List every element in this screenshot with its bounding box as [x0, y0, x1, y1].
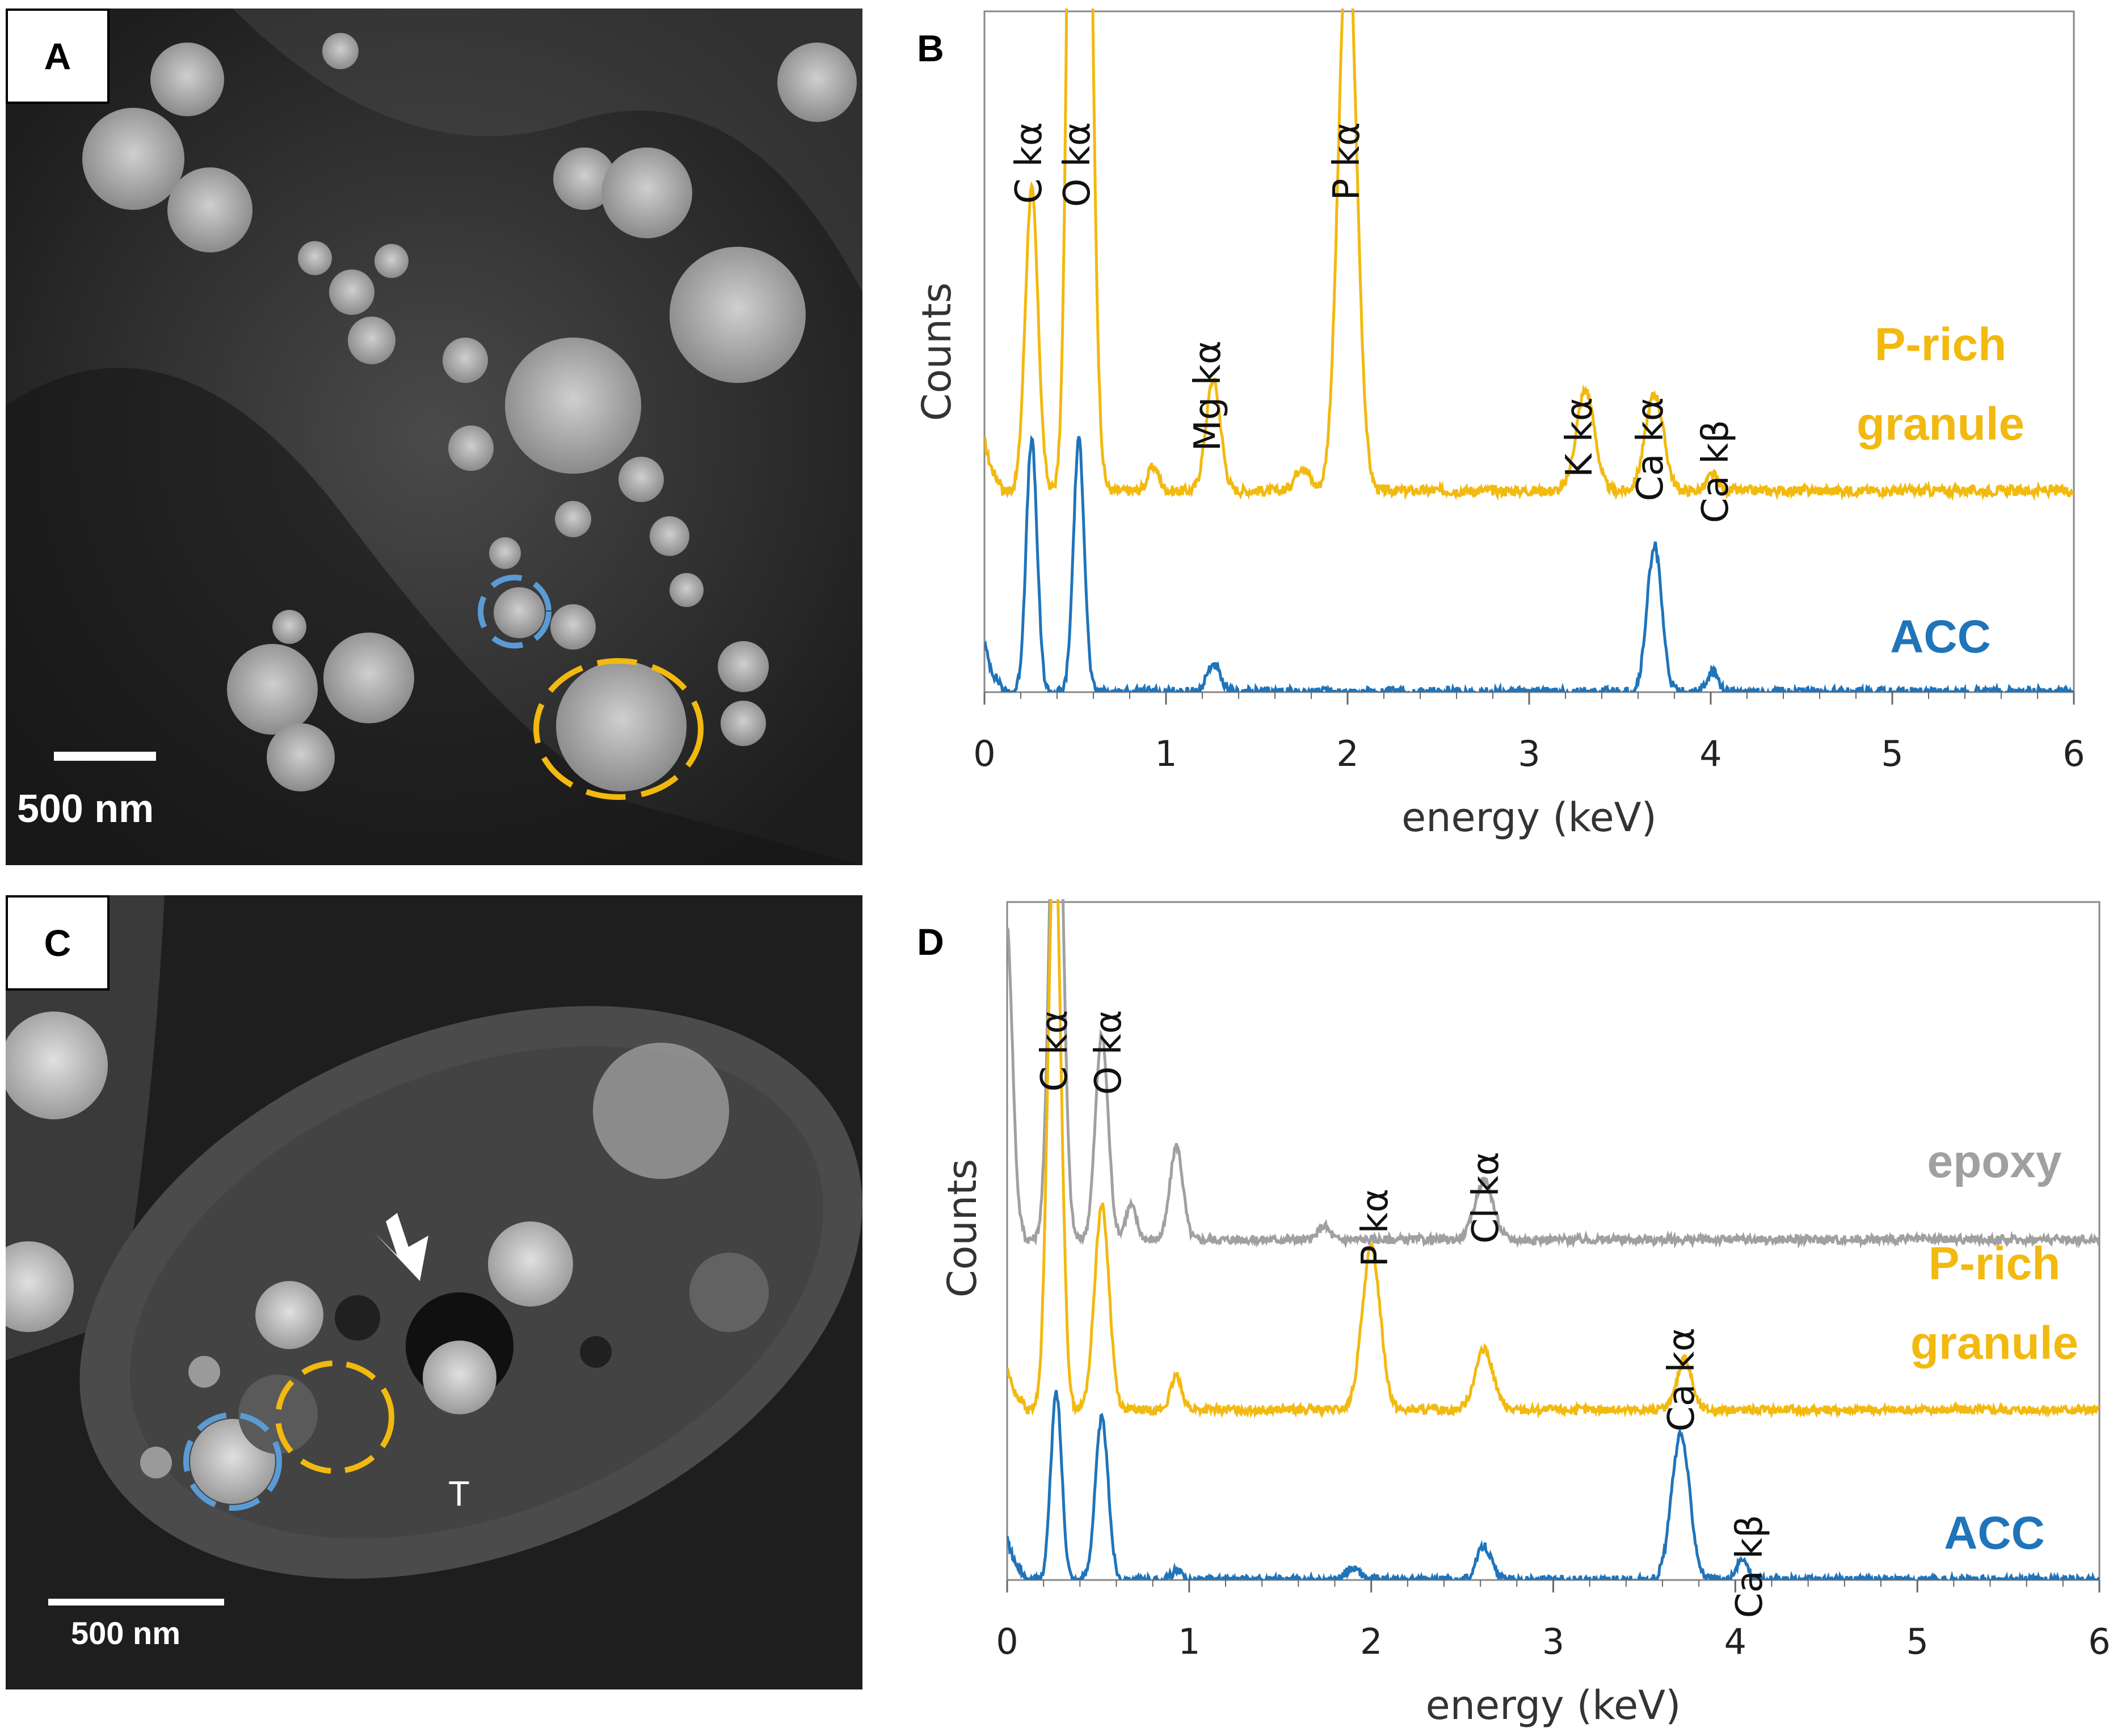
x-tick-label: 6 [2088, 1621, 2110, 1662]
peak-annotation: Ca kβ [1695, 420, 1737, 523]
peak-annotation: Mg kα [1187, 340, 1229, 451]
panel-letter-d: D [894, 902, 967, 981]
peak-annotation: C kα [1008, 122, 1050, 204]
micrograph-c-graphic [6, 895, 862, 1689]
chart-panel-b: 0 1 2 3 4 5 6 energy (keV) Counts P-rich granule AC… [914, 9, 2085, 841]
y-axis-label: Counts [939, 1159, 986, 1297]
y-axis-label: Counts [914, 283, 960, 421]
acc-circle-a [478, 575, 552, 648]
micrograph-a-graphic [6, 9, 862, 865]
x-tick-label: 3 [1542, 1621, 1564, 1662]
x-tick-label: 0 [996, 1621, 1018, 1662]
micrograph-c: 500 nm T [6, 895, 862, 1689]
spectrum-line-p-rich-granule [984, 9, 2074, 502]
legend-label: P-rich [1875, 319, 2006, 370]
x-tick-label: 0 [973, 733, 995, 774]
legend-label: granule [1857, 398, 2024, 450]
spectrum-line-acc [984, 435, 2074, 692]
scalebar-a [54, 752, 156, 761]
peak-annotation: Ca kα [1661, 1328, 1703, 1432]
peak-annotation: C kα [1034, 1010, 1076, 1092]
x-tick-label: 2 [1360, 1621, 1382, 1662]
peak-annotation: Cl kα [1465, 1152, 1507, 1244]
legend-label: epoxy [1927, 1136, 2062, 1187]
chart-panel-d: 0 1 2 3 4 5 6 energy (keV) Counts epoxy P-rich gran… [939, 899, 2111, 1729]
x-tick-label: 1 [1178, 1621, 1200, 1662]
spectrum-line-acc [1007, 1390, 2099, 1580]
micrograph-a: 500 nm [6, 9, 862, 865]
p-rich-circle-a [533, 658, 704, 800]
legend-label: granule [1910, 1317, 2078, 1369]
spectrum-line-p-rich-granule [1007, 899, 2099, 1419]
x-axis-label: energy (keV) [1426, 1682, 1681, 1729]
panel-letter-b: B [894, 9, 967, 88]
legend-label: ACC [1890, 611, 1991, 663]
spectrum-line-epoxy [1007, 899, 2099, 1249]
scalebar-label-a: 500 nm [17, 786, 154, 831]
scalebar-label-c: 500 nm [71, 1615, 180, 1651]
x-tick-label: 3 [1518, 733, 1540, 774]
x-tick-label: 2 [1336, 733, 1358, 774]
x-tick-label: 4 [1699, 733, 1721, 774]
x-tick-label: 5 [1881, 733, 1903, 774]
peak-annotation: Ca kα [1630, 397, 1672, 502]
legend-label: ACC [1944, 1507, 2045, 1559]
particles-a [82, 33, 857, 791]
scalebar-c [48, 1599, 224, 1606]
x-tick-label: 1 [1155, 733, 1177, 774]
peak-annotation: P kα [1354, 1189, 1396, 1267]
legend-label: P-rich [1929, 1238, 2060, 1290]
peak-annotation: P kα [1326, 122, 1368, 200]
peak-annotation: K kα [1559, 397, 1601, 478]
x-axis-label: energy (keV) [1401, 794, 1657, 841]
t-label: T [448, 1474, 470, 1514]
arrow-c [374, 1213, 428, 1281]
x-tick-label: 6 [2063, 733, 2085, 774]
panel-letter-c: C [6, 895, 110, 991]
peak-annotation: O kα [1088, 1010, 1130, 1095]
peak-annotation: Ca kβ [1729, 1515, 1771, 1618]
acc-circle-c [183, 1412, 282, 1511]
peak-annotation: O kα [1056, 122, 1098, 207]
x-tick-label: 5 [1906, 1621, 1928, 1662]
p-rich-circle-c [275, 1360, 394, 1474]
x-tick-label: 4 [1724, 1621, 1746, 1662]
panel-letter-a: A [6, 9, 110, 104]
